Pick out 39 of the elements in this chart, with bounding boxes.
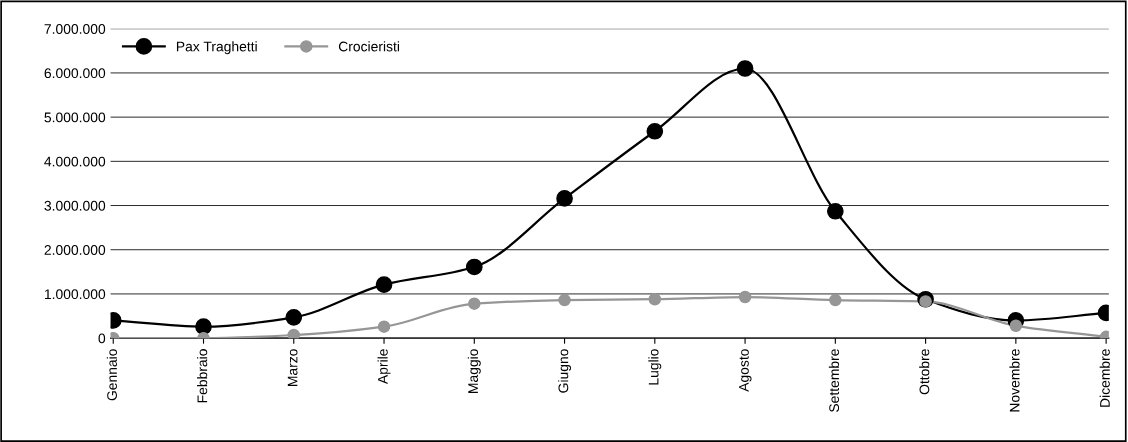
point [468,297,481,310]
point [1009,319,1023,333]
point [195,318,212,335]
x-tick-label: Agosto [739,349,752,392]
y-tick-label: 3.000.000 [44,200,106,211]
legend-label: Pax Traghetti [176,41,257,55]
point [465,258,483,276]
point [829,293,842,307]
x-tick-label: Novembre [1009,349,1020,412]
x-tick-label: Maggio [467,349,481,393]
point [827,202,844,220]
y-tick-label: 5.000.000 [44,112,106,123]
point [736,60,754,77]
point [648,292,662,306]
x-tick-label: Ottobre [919,349,930,395]
point [287,328,301,339]
x-tick-label: Marzo [287,349,298,386]
x-tick-label: Settembre [828,349,840,412]
point [375,276,393,293]
y-tick-label: 6.000.000 [44,68,106,79]
x-tick-label: Gennaio [106,349,117,401]
y-tick-label: 1.000.000 [44,289,106,300]
legend-label: Crocieristi [338,41,400,52]
y-tick-label: 2.000.000 [44,245,106,255]
x-tick-label: Aprile [377,349,391,385]
x-tick-label: Dicembre [1099,349,1110,407]
point [285,309,303,326]
y-tick-label: 7.000.000 [44,24,106,34]
point [646,122,664,140]
point [377,320,391,333]
x-tick-label: Giugno [558,349,572,393]
y-tick-label: 0 [98,333,106,344]
point [919,295,932,308]
y-tick-label: 4.000.000 [44,156,106,167]
x-tick-label: Luglio [648,349,662,385]
point [556,190,573,207]
point [738,290,752,304]
point [558,293,571,307]
x-tick-label: Febbraio [197,349,208,403]
